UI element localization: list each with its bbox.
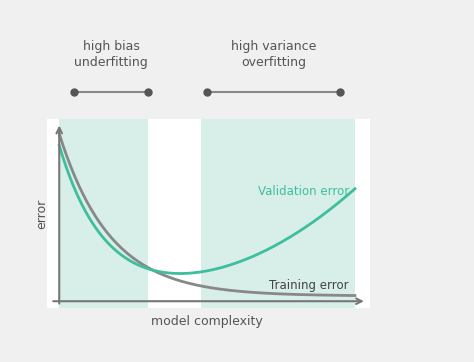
Text: Validation error: Validation error <box>258 185 349 198</box>
Text: high variance
overfitting: high variance overfitting <box>231 40 316 69</box>
Bar <box>59 119 148 308</box>
Text: Training error: Training error <box>269 279 349 292</box>
Bar <box>201 119 355 308</box>
Text: high bias
underfitting: high bias underfitting <box>74 40 148 69</box>
Text: model complexity: model complexity <box>151 316 263 328</box>
Text: error: error <box>35 198 48 229</box>
